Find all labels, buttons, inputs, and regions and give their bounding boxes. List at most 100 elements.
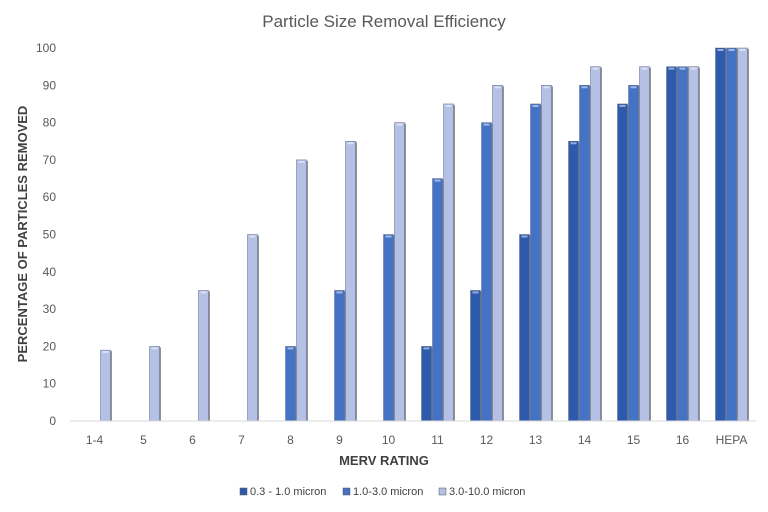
bar-2-4 [296,159,307,422]
bar-2-6 [394,122,405,422]
bar-1-5 [334,290,345,422]
bar [541,85,553,422]
bar-2-1 [149,346,160,422]
y-tick-label: 90 [43,78,57,92]
bar-highlight [717,49,724,51]
legend-label: 1.0-3.0 micron [353,486,423,498]
bar-highlight [298,160,305,163]
x-tick-label: 12 [480,433,494,447]
bar-2-13 [737,47,748,422]
bar [296,159,308,422]
bar-highlight [385,235,392,238]
y-tick-label: 70 [43,153,57,167]
legend-label: 0.3 - 1.0 micron [250,486,326,498]
bar-highlight [102,351,109,354]
bar-highlight [434,179,441,182]
bar [617,103,629,422]
bar-highlight [690,67,697,70]
bar-1-13 [726,47,737,422]
bar-2-12 [688,66,699,422]
x-tick-label: 14 [578,433,592,447]
y-tick-label: 100 [36,41,56,55]
bar [481,122,493,422]
bar-2-10 [590,66,601,422]
bar-2-0 [100,349,111,422]
x-tick-label: HEPA [716,433,748,447]
bar-1-10 [579,85,590,422]
bar-highlight [336,291,343,294]
x-tick-label: 10 [382,433,396,447]
bar-highlight [483,123,490,126]
bar [149,346,161,422]
bar-highlight [200,291,207,294]
bar-highlight [592,67,599,70]
bar [688,66,700,422]
x-tick-label: 7 [238,433,245,447]
bar-2-3 [247,234,258,422]
bar-highlight [532,104,539,107]
bar-highlight [494,86,501,89]
bar [100,349,112,422]
bar-0-12 [666,66,677,422]
bar-0-11 [617,103,628,422]
x-tick-label: 11 [431,433,444,447]
bar-highlight [347,142,354,145]
y-tick-label: 20 [43,339,57,353]
bar-highlight [543,86,550,89]
bar-2-2 [198,290,209,422]
bar [492,85,504,422]
y-tick-label: 40 [43,265,57,279]
y-axis-label: PERCENTAGE OF PARTICLES REMOVED [15,106,30,363]
y-tick-label: 80 [43,116,57,130]
bar [639,66,651,422]
legend-swatch [239,487,248,496]
bar-highlight [679,67,686,70]
x-tick-label: 8 [287,433,294,447]
x-axis-label: MERV RATING [339,453,429,468]
legend-swatch [342,487,351,496]
bar-2-7 [443,103,454,422]
x-tick-label: 6 [189,433,196,447]
bar-highlight [630,86,637,89]
bar [470,290,482,422]
bar-0-13 [715,47,726,422]
bar [568,141,580,422]
bar [345,141,357,422]
bar-highlight [728,49,735,51]
bar [737,47,749,422]
bar-2-8 [492,85,503,422]
bar-0-8 [470,290,481,422]
bar [247,234,259,422]
legend-label: 3.0-10.0 micron [449,486,525,498]
bar-highlight [472,291,479,294]
x-tick-label: 13 [529,433,543,447]
bar [285,346,297,422]
bar [726,47,738,422]
bar-highlight [396,123,403,126]
y-tick-label: 50 [43,228,57,242]
bar [394,122,406,422]
y-tick-label: 30 [43,302,57,316]
bar-1-11 [628,85,639,422]
x-tick-label: 15 [627,433,641,447]
bar-highlight [641,67,648,70]
bar-highlight [521,235,528,238]
y-tick-label: 10 [43,377,57,391]
bar [666,66,678,422]
x-tick-label: 1-4 [86,433,104,447]
bar-1-7 [432,178,443,422]
bar [519,234,531,422]
bar [334,290,346,422]
bar [579,85,591,422]
bar-highlight [151,347,158,350]
bar-highlight [287,347,294,350]
bar [715,47,727,422]
bar-highlight [739,49,746,51]
bar-highlight [668,67,675,70]
x-tick-label: 16 [676,433,690,447]
x-tick-label: 9 [336,433,343,447]
y-tick-label: 60 [43,190,57,204]
x-tick-label: 5 [140,433,147,447]
bar-highlight [570,142,577,145]
